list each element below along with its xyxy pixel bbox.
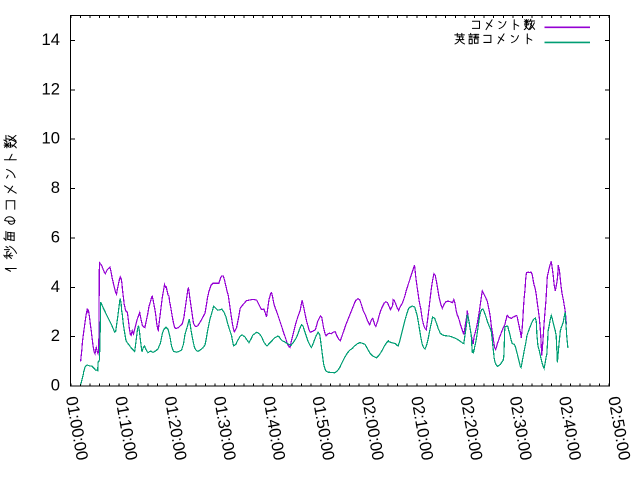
svg-text:12: 12 xyxy=(42,79,60,98)
svg-text:8: 8 xyxy=(51,178,60,197)
svg-text:10: 10 xyxy=(42,129,60,148)
svg-text:4: 4 xyxy=(51,277,60,296)
svg-text:6: 6 xyxy=(51,227,60,246)
svg-text:14: 14 xyxy=(42,30,60,49)
svg-text:2: 2 xyxy=(51,326,60,345)
svg-text:0: 0 xyxy=(51,376,60,395)
